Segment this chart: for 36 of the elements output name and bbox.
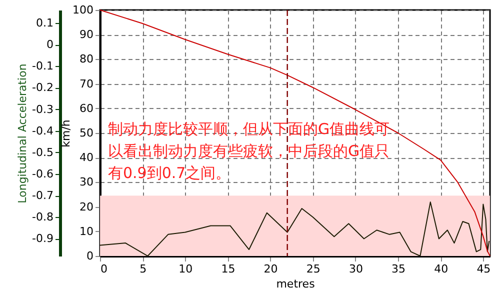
y-tick-label: 70 [80, 77, 94, 90]
y2-tick-label: -0.8 [32, 210, 54, 224]
y-tick-label: 60 [80, 102, 94, 115]
x-axis-title: metres [276, 278, 316, 290]
x-tick-label: 20 [264, 262, 278, 276]
y2-tick-label: -0.5 [32, 146, 54, 159]
y2-tick-label: 0.1 [36, 16, 54, 30]
x-tick-label: 5 [140, 262, 147, 276]
x-tick-label: 30 [348, 262, 363, 276]
x-tick-label: 25 [306, 262, 320, 276]
y-tick-label: 30 [80, 176, 94, 189]
y2-tick-label: -0.6 [32, 168, 54, 180]
y-tick-label: 40 [80, 151, 94, 164]
y2-tick-label: -0.2 [32, 81, 54, 94]
y-tick-label: 80 [80, 52, 94, 66]
x-tick-label: 40 [434, 262, 448, 276]
y-tick-label: 0 [86, 250, 94, 262]
y2-tick-label: -0.9 [32, 232, 54, 246]
x-tick-label: 45 [476, 262, 491, 276]
y-tick-label: 50 [80, 126, 94, 140]
x-tick-label: 35 [392, 262, 406, 276]
y-axis-title: km/h [60, 120, 73, 148]
x-tick-label: 0 [100, 262, 108, 276]
y-tick-label: 100 [72, 4, 94, 16]
y2-tick-label: -0.7 [32, 189, 54, 202]
y2-axis-title: Longitudinal Acceleration [16, 64, 30, 204]
y2-tick-label: 0 [46, 38, 54, 52]
x-tick-label: 10 [178, 262, 193, 276]
line-series [100, 10, 490, 256]
y-tick-label: 20 [80, 200, 94, 214]
y2-tick-label: -0.4 [32, 124, 54, 138]
y2-tick-label: -0.3 [32, 102, 54, 116]
x-tick-label: 15 [221, 262, 236, 276]
y-tick-label: 10 [80, 224, 94, 238]
y2-tick-label: -0.1 [32, 60, 54, 73]
y-tick-label: 90 [80, 28, 94, 42]
